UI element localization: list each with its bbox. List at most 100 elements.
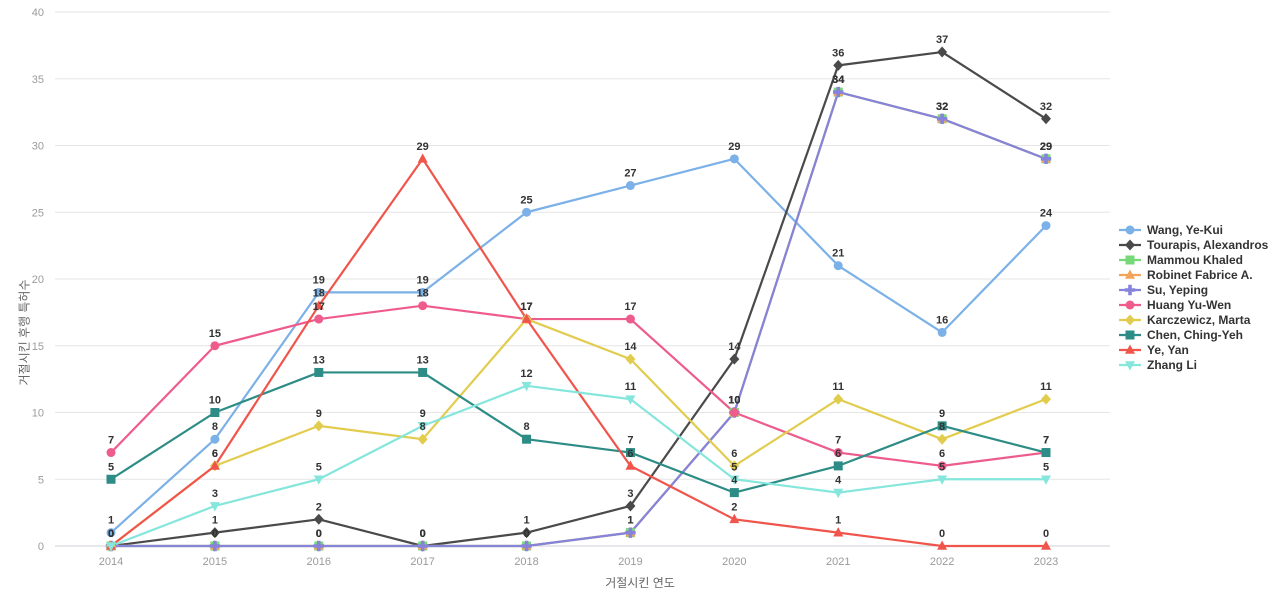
svg-text:16: 16 [936, 314, 948, 326]
svg-text:5: 5 [1043, 461, 1049, 473]
svg-text:2: 2 [316, 501, 322, 513]
svg-text:8: 8 [523, 421, 529, 433]
series-labels-chen-ching-yeh: 5 10 13 13 8 7 4 6 9 7 [108, 354, 1049, 486]
svg-text:0: 0 [108, 528, 114, 540]
svg-text:29: 29 [417, 141, 429, 153]
svg-text:0: 0 [108, 528, 114, 540]
legend-item-chen-ching-yeh: Chen, Ching-Yeh [1118, 327, 1268, 342]
series-line-huang-yu-wen [110, 304, 1047, 467]
series-markers-zhang-li [106, 382, 1051, 552]
legend-item-karczewicz-marta: Karczewicz, Marta [1118, 312, 1268, 327]
svg-text:17: 17 [313, 301, 325, 313]
series-line-karczewicz-marta [110, 317, 1047, 547]
svg-text:15: 15 [32, 341, 44, 353]
svg-text:17: 17 [520, 301, 532, 313]
diamond-legend-icon [1119, 314, 1141, 325]
svg-text:3: 3 [627, 488, 633, 500]
series-line-chen-ching-yeh [110, 371, 1047, 494]
svg-text:6: 6 [731, 448, 737, 460]
legend-label: Wang, Ye-Kui [1147, 222, 1224, 237]
series-markers-karczewicz-marta [106, 313, 1051, 552]
legend-label: Chen, Ching-Yeh [1147, 327, 1243, 342]
svg-text:32: 32 [936, 101, 948, 113]
svg-text:0: 0 [212, 528, 218, 540]
series-line-su-yeping [111, 90, 1047, 548]
svg-text:30: 30 [32, 141, 44, 153]
svg-text:18: 18 [313, 288, 325, 300]
legend-item-mammou-khaled: Mammou Khaled [1118, 252, 1268, 267]
svg-text:2016: 2016 [307, 556, 331, 568]
legend-item-wang-ye-kui: Wang, Ye-Kui [1118, 222, 1268, 237]
square-legend-icon [1119, 330, 1141, 339]
svg-text:8: 8 [939, 421, 945, 433]
svg-text:12: 12 [520, 368, 532, 380]
svg-text:9: 9 [316, 408, 322, 420]
legend-label: Karczewicz, Marta [1147, 312, 1251, 327]
cross-legend-icon [1119, 284, 1141, 295]
svg-text:7: 7 [627, 435, 633, 447]
svg-text:25: 25 [520, 194, 532, 206]
svg-text:17: 17 [520, 301, 532, 313]
svg-text:2018: 2018 [514, 556, 538, 568]
diamond-legend-icon [1119, 239, 1141, 250]
svg-text:10: 10 [32, 408, 44, 420]
svg-text:0: 0 [108, 528, 114, 540]
svg-text:9: 9 [939, 408, 945, 420]
svg-text:1: 1 [523, 515, 529, 527]
svg-text:2019: 2019 [618, 556, 642, 568]
svg-text:1: 1 [835, 515, 841, 527]
svg-text:17: 17 [520, 301, 532, 313]
square-legend-icon [1119, 255, 1141, 264]
x-axis-title: 거절시킨 연도 [605, 576, 675, 590]
legend: Wang, Ye-Kui Tourapis, Alexandros Mammou K… [1118, 222, 1268, 372]
svg-text:0: 0 [108, 528, 114, 540]
svg-text:0: 0 [420, 528, 426, 540]
svg-text:0: 0 [523, 528, 529, 540]
svg-text:5: 5 [731, 461, 737, 473]
svg-text:37: 37 [936, 34, 948, 46]
series-markers-tourapis-alexandros [106, 46, 1051, 552]
svg-text:10: 10 [728, 395, 740, 407]
triangle-up-legend-icon [1119, 344, 1141, 354]
svg-text:2020: 2020 [722, 556, 746, 568]
svg-text:8: 8 [420, 421, 426, 433]
triangle-down-legend-icon [1119, 360, 1141, 370]
svg-text:0: 0 [420, 528, 426, 540]
svg-text:32: 32 [1040, 101, 1052, 113]
series-line-zhang-li [110, 384, 1046, 548]
svg-text:19: 19 [313, 274, 325, 286]
svg-text:24: 24 [1040, 208, 1053, 220]
svg-text:32: 32 [936, 101, 948, 113]
series-line-wang-ye-kui [110, 157, 1047, 534]
svg-text:3: 3 [212, 488, 218, 500]
svg-text:8: 8 [212, 421, 218, 433]
svg-text:32: 32 [936, 101, 948, 113]
triangle-up-legend-icon [1119, 269, 1141, 279]
svg-text:11: 11 [1040, 381, 1052, 393]
svg-text:36: 36 [832, 47, 844, 59]
circle-legend-icon [1119, 225, 1141, 234]
svg-text:11: 11 [625, 381, 637, 393]
svg-text:7: 7 [1043, 435, 1049, 447]
legend-label: Tourapis, Alexandros [1147, 237, 1269, 252]
svg-text:0: 0 [108, 528, 114, 540]
svg-text:2015: 2015 [203, 556, 227, 568]
svg-text:17: 17 [624, 301, 636, 313]
legend-item-zhang-li: Zhang Li [1118, 357, 1268, 372]
svg-text:7: 7 [108, 435, 114, 447]
svg-text:2022: 2022 [930, 556, 954, 568]
svg-text:34: 34 [832, 74, 845, 86]
svg-text:25: 25 [32, 207, 44, 219]
svg-text:35: 35 [32, 74, 44, 86]
gridlines [55, 11, 1110, 480]
svg-text:5: 5 [108, 461, 114, 473]
svg-text:14: 14 [728, 341, 741, 353]
svg-text:19: 19 [417, 274, 429, 286]
svg-text:14: 14 [624, 341, 637, 353]
